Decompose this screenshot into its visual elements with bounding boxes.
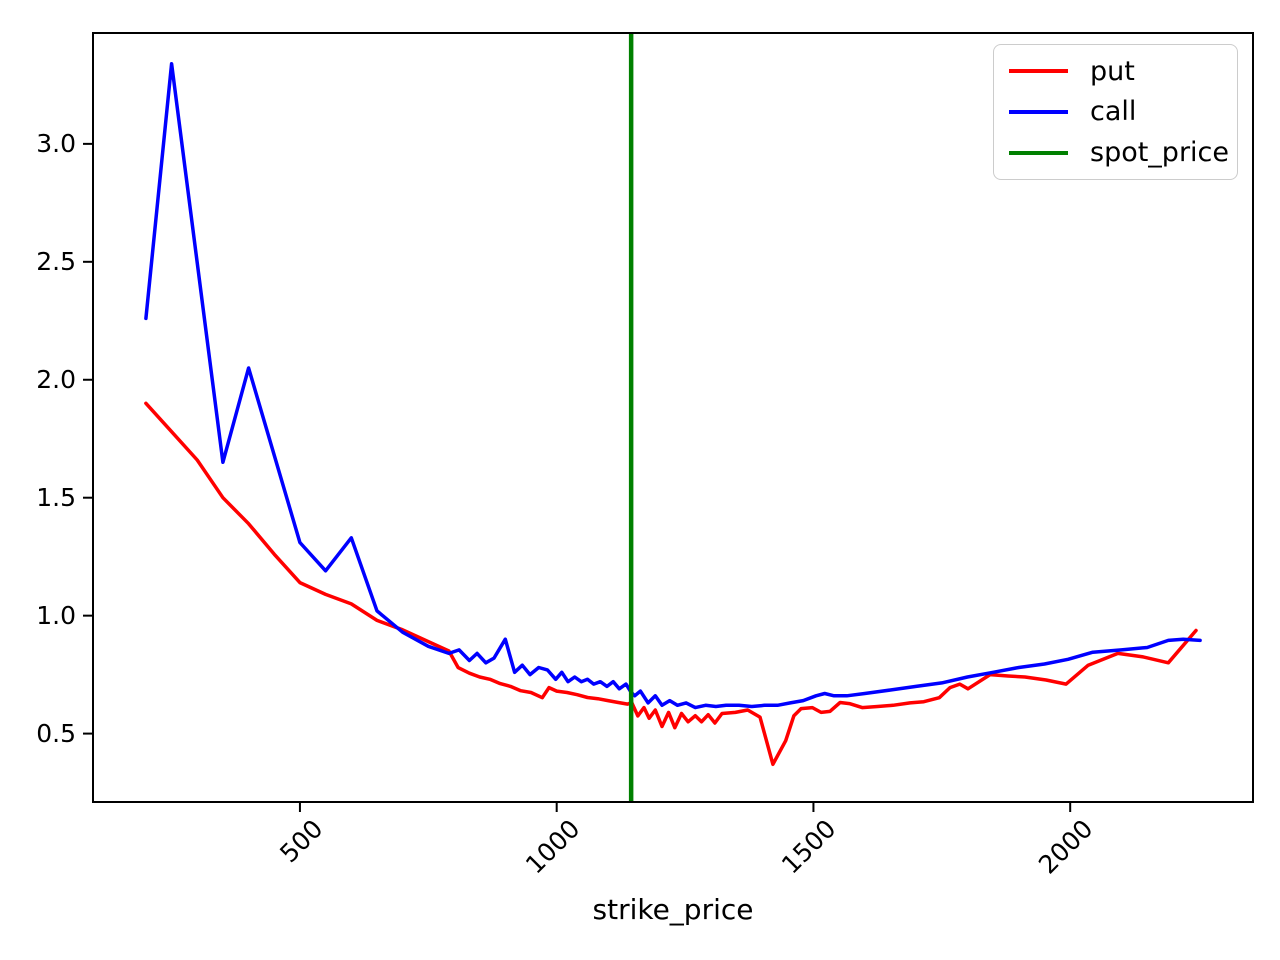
- y-tick-label: 2.0: [36, 364, 76, 394]
- call-series-line: [144, 61, 1202, 710]
- spot-price-line-sample: [1009, 150, 1068, 155]
- call-line-sample: [1009, 109, 1068, 114]
- legend: put call spot_price: [993, 44, 1238, 180]
- legend-label-spot-price: spot_price: [1090, 137, 1230, 169]
- put-line-sample: [1009, 69, 1068, 74]
- put-series-line: [144, 401, 1198, 767]
- legend-label-put: put: [1090, 55, 1135, 87]
- y-tick-label: 2.5: [36, 246, 76, 276]
- y-tick-label: 1.0: [36, 600, 76, 630]
- y-tick-label: 0.5: [36, 718, 76, 748]
- legend-item-spot-price: spot_price: [1009, 139, 1229, 166]
- legend-label-call: call: [1090, 96, 1137, 128]
- y-tick-label: 3.0: [36, 128, 76, 158]
- axes-frame: [92, 32, 1254, 803]
- legend-item-call: call: [1009, 98, 1222, 125]
- legend-item-put: put: [1009, 58, 1222, 85]
- x-axis-label: strike_price: [592, 893, 754, 926]
- y-tick-label: 1.5: [36, 482, 76, 512]
